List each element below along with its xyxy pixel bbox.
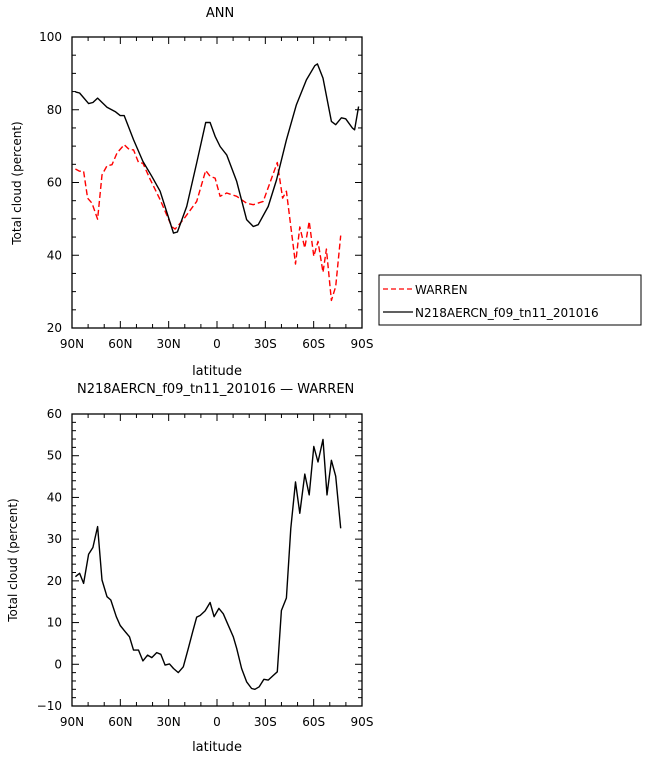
plot1-series-warren [75,143,342,302]
plot2-xlabel: latitude [192,740,242,755]
plot1-xtick-label: 30N [157,337,181,351]
plot2-xtick-label: 0 [213,715,221,729]
plot2-ytick-label: 0 [54,657,62,671]
plot2-xtick-label: 30N [157,715,181,729]
legend-label-warren: WARREN [415,283,468,297]
plot2-xtick-label: 60S [302,715,325,729]
plot2-xtick-label: 90S [351,715,374,729]
plot1-xtick-label: 60S [302,337,325,351]
plot1-frame [71,36,363,329]
plot1-xtick-label: 60N [108,337,132,351]
plot1-xtick-label: 90S [351,337,374,351]
plot1-title: ANN [206,6,234,21]
plot2-ytick-label: −10 [37,699,62,713]
plot2-ylabel: Total cloud (percent) [6,498,20,622]
plot2-title: N218AERCN_f09_tn11_201016 — WARREN [77,382,354,397]
plot2-ytick-label: 30 [47,532,62,546]
plot1-ylabel: Total cloud (percent) [10,121,24,245]
plot2-ytick-label: 10 [47,616,62,630]
plot2-ytick-label: 60 [47,407,62,421]
plot1-xtick-label: 30S [254,337,277,351]
plot2-series-difference [74,438,342,690]
legend-box [378,274,642,326]
plot1-xlabel: latitude [192,364,242,379]
plot2-ytick-label: 50 [47,449,62,463]
plot2-xtick-label: 90N [60,715,84,729]
plot1-series-n218aercn-f09-tn11-201016 [75,63,360,234]
legend: WARREN N218AERCN_f09_tn11_201016 [378,274,642,326]
plot1-ytick-label: 20 [47,321,62,335]
plot1-xtick-label: 90N [60,337,84,351]
plot2-ytick-label: 20 [47,574,62,588]
plot2-xtick-label: 60N [108,715,132,729]
plot2-ytick-label: 40 [47,490,62,504]
plot2-xtick-label: 30S [254,715,277,729]
plot1-ytick-label: 80 [47,103,62,117]
plot1-ytick-label: 60 [47,176,62,190]
legend-label-model: N218AERCN_f09_tn11_201016 [415,306,599,320]
plot1-xtick-label: 0 [213,337,221,351]
plot1-ytick-label: 100 [39,30,62,44]
plot1-ytick-label: 40 [47,248,62,262]
